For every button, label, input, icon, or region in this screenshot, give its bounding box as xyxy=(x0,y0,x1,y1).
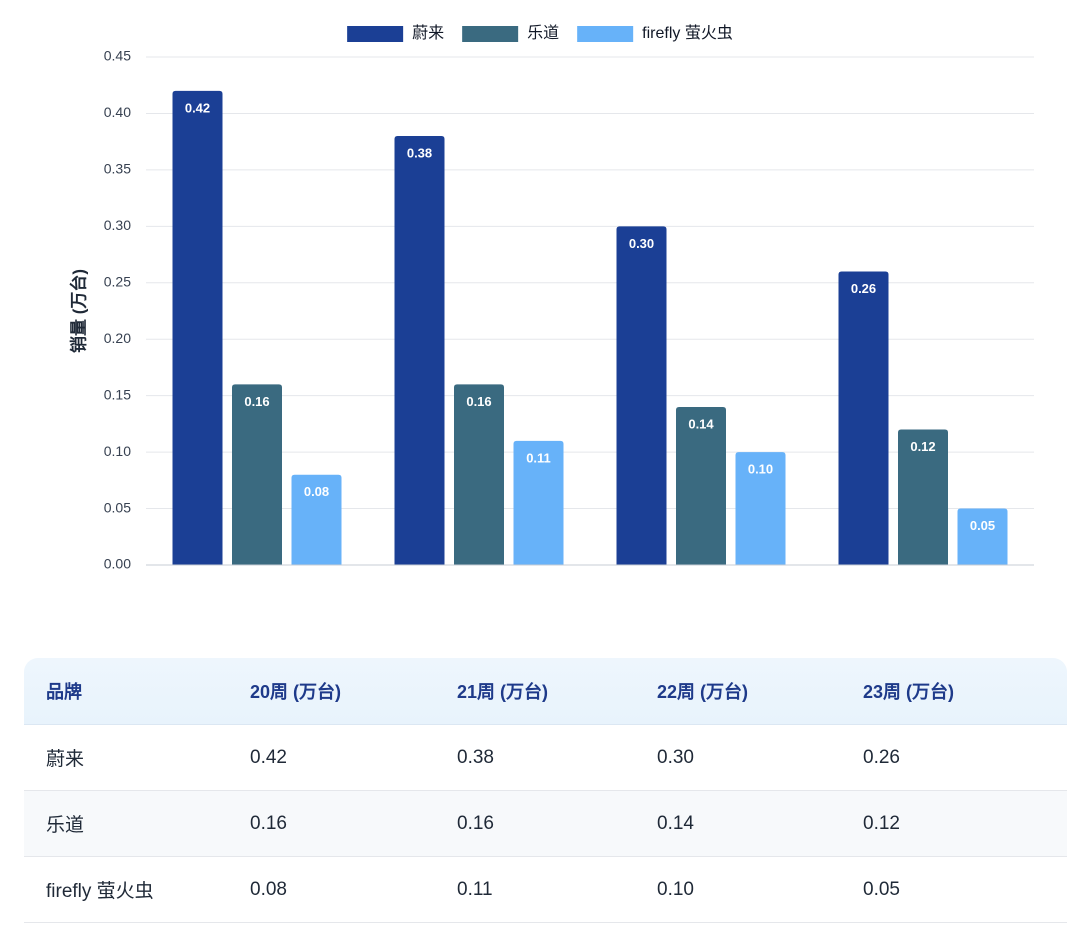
table-cell: 0.16 xyxy=(457,812,494,834)
table-row: 乐道 0.16 0.16 0.14 0.12 xyxy=(24,791,1067,857)
y-tick-label: 0.00 xyxy=(104,556,131,572)
table-cell: 0.14 xyxy=(657,812,694,834)
legend-swatch xyxy=(577,26,634,42)
y-tick-label: 0.20 xyxy=(104,330,131,346)
y-tick-label: 0.10 xyxy=(104,443,131,459)
y-tick-label: 0.15 xyxy=(104,386,131,402)
table-cell: 0.16 xyxy=(250,812,287,834)
bar-value-label: 0.26 xyxy=(851,281,876,296)
bar xyxy=(291,474,342,565)
table-header-brand: 品牌 xyxy=(46,682,82,702)
y-axis-ticks: 0.00 0.05 0.10 0.15 0.20 0.25 0.30 0.35 0.40 0.45 xyxy=(104,48,131,572)
legend-label: firefly 萤火虫 xyxy=(642,24,733,42)
y-axis-label: 销量 (万台) xyxy=(68,269,88,353)
table-cell: 0.10 xyxy=(657,878,694,900)
y-tick-label: 0.25 xyxy=(104,273,131,289)
legend-swatch xyxy=(462,26,519,42)
y-tick-label: 0.05 xyxy=(104,499,131,515)
chart-bars: 0.42 0.16 0.08 0.38 0.16 0.11 0.30 0.14 0.10 0.26… xyxy=(172,90,1008,566)
table-cell-brand: 蔚来 xyxy=(46,749,85,770)
bar-value-label: 0.38 xyxy=(407,145,432,160)
bar xyxy=(676,406,726,565)
sales-table: 品牌 20周 (万台) 21周 (万台) 22周 (万台) 23周 (万台) 蔚… xyxy=(24,658,1067,923)
table-cell: 0.26 xyxy=(863,746,900,768)
y-tick-label: 0.30 xyxy=(104,217,131,233)
table-cell-brand: 乐道 xyxy=(46,815,85,836)
table-cell-brand: firefly 萤火虫 xyxy=(46,881,154,902)
bar xyxy=(616,226,667,566)
table-cell: 0.42 xyxy=(250,746,287,768)
bar xyxy=(394,136,445,565)
bar xyxy=(957,508,1008,565)
sales-bar-chart: 蔚来 乐道 firefly 萤火虫 0.00 0.05 0.10 0.15 0.20 0.25… xyxy=(68,24,1034,572)
legend-label: 蔚来 xyxy=(412,24,444,42)
bar-value-label: 0.14 xyxy=(688,416,714,431)
bar xyxy=(232,384,282,565)
table-header-week23: 23周 (万台) xyxy=(863,682,955,702)
table-cell: 0.08 xyxy=(250,878,287,900)
bar-value-label: 0.16 xyxy=(466,394,491,409)
bar-value-label: 0.10 xyxy=(748,462,773,477)
bar-value-label: 0.05 xyxy=(970,518,995,533)
chart-gridlines xyxy=(146,56,1034,510)
bar xyxy=(735,452,786,565)
table-cell: 0.11 xyxy=(457,878,493,900)
bar-value-label: 0.30 xyxy=(629,236,654,251)
table-header-week22: 22周 (万台) xyxy=(657,682,749,702)
table-header-week21: 21周 (万台) xyxy=(457,682,549,702)
table-cell: 0.38 xyxy=(457,746,494,768)
table-header-row: 品牌 20周 (万台) 21周 (万台) 22周 (万台) 23周 (万台) xyxy=(24,658,1067,725)
bar xyxy=(172,90,223,565)
table-row: firefly 萤火虫 0.08 0.11 0.10 0.05 xyxy=(24,857,1067,923)
y-tick-label: 0.40 xyxy=(104,104,131,120)
table-cell: 0.05 xyxy=(863,878,900,900)
table-header-week20: 20周 (万台) xyxy=(250,682,342,702)
table-cell: 0.12 xyxy=(863,812,900,834)
bar xyxy=(898,429,948,565)
bar-value-label: 0.16 xyxy=(244,394,269,409)
bar-value-label: 0.08 xyxy=(304,484,329,499)
bar xyxy=(513,440,564,565)
bar-value-label: 0.42 xyxy=(185,100,210,115)
bar xyxy=(838,271,889,565)
table-row: 蔚来 0.42 0.38 0.30 0.26 xyxy=(24,725,1067,791)
bar-value-label: 0.12 xyxy=(910,439,935,454)
y-tick-label: 0.45 xyxy=(104,48,131,64)
y-tick-label: 0.35 xyxy=(104,161,131,177)
legend-label: 乐道 xyxy=(527,24,559,42)
chart-legend: 蔚来 乐道 firefly 萤火虫 xyxy=(347,24,733,42)
bar xyxy=(454,384,504,565)
legend-swatch xyxy=(347,26,404,42)
bar-value-label: 0.11 xyxy=(526,450,551,465)
table-cell: 0.30 xyxy=(657,746,694,768)
